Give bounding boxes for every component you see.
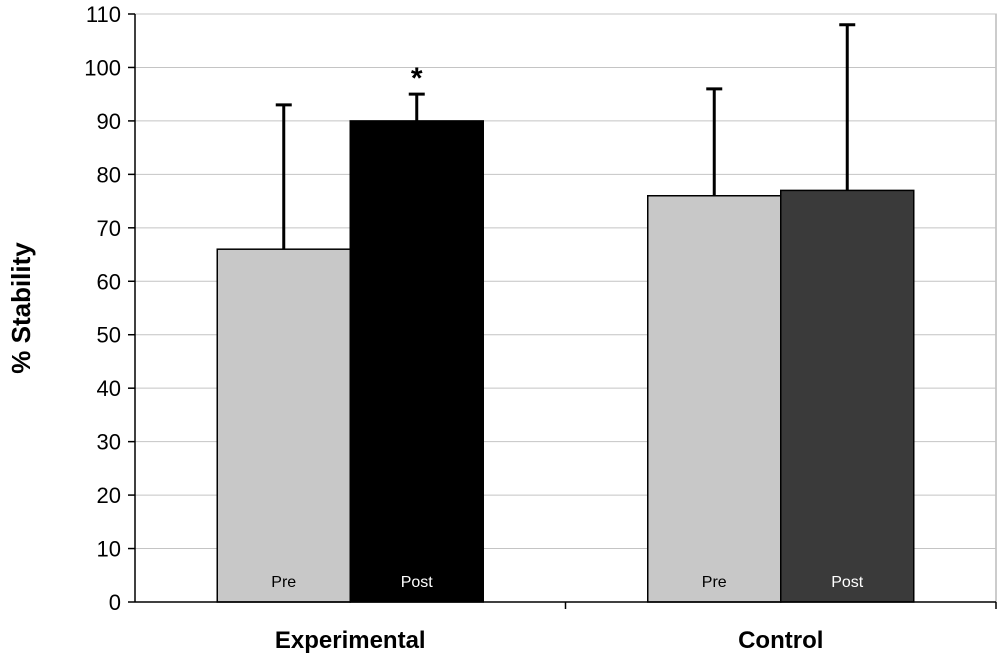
x-category-label: Experimental: [275, 627, 426, 654]
bar-label: Pre: [271, 574, 296, 591]
bar-label: Pre: [702, 574, 727, 591]
y-tick-label: 40: [97, 376, 121, 401]
bars: Pre Post * Pre Post: [216, 23, 915, 603]
y-tick-label: 10: [97, 537, 121, 562]
x-category-label: Control: [738, 627, 823, 654]
bar-label: Post: [831, 574, 864, 591]
y-tick-label: 20: [97, 483, 121, 508]
bar-label: Post: [401, 574, 434, 591]
y-tick-label: 50: [97, 323, 121, 348]
y-tick-label: 110: [86, 2, 121, 27]
axes: 0 10 20 30 40 50 60 70 80 90 100 110 Experimental Con…: [84, 2, 997, 654]
bar-experimental-post: [349, 120, 484, 603]
y-tick-label: 60: [97, 269, 121, 294]
bar-control-post: [780, 189, 915, 603]
y-tick-label: 70: [97, 216, 121, 241]
y-tick-label: 80: [97, 162, 121, 187]
y-tick-label: 100: [84, 55, 121, 80]
bar-experimental-pre: [216, 248, 351, 603]
significance-marker: *: [411, 62, 423, 95]
y-tick-label: 0: [109, 590, 121, 615]
bar-control-pre: [647, 194, 782, 603]
y-axis-title: % Stability: [6, 242, 36, 374]
y-tick-label: 30: [97, 430, 121, 455]
y-tick-label: 90: [97, 109, 121, 134]
